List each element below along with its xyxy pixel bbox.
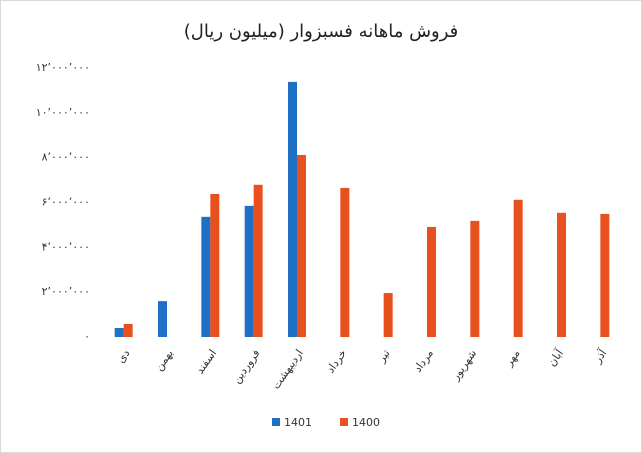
y-tick-label: ۱۰٬۰۰۰٬۰۰۰	[36, 106, 90, 119]
y-tick-label: ۲٬۰۰۰٬۰۰۰	[42, 285, 90, 298]
legend-label: 1400	[352, 416, 380, 429]
bar	[158, 301, 167, 337]
bar	[123, 323, 133, 337]
y-tick-label: ۸٬۰۰۰٬۰۰۰	[42, 151, 90, 164]
y-tick-label: ۶٬۰۰۰٬۰۰۰	[42, 196, 90, 209]
bar	[340, 187, 350, 337]
y-tick-label: ۱۲٬۰۰۰٬۰۰۰	[36, 61, 90, 74]
bar	[600, 213, 610, 337]
bar	[383, 293, 393, 337]
bar	[114, 328, 124, 337]
bar	[297, 154, 306, 337]
legend-swatch	[340, 418, 348, 426]
bar	[244, 205, 254, 337]
y-tick-label: ۰	[84, 330, 90, 343]
chart-title: فروش ماهانه فسبزوار (میلیون ریال)	[184, 21, 459, 42]
bar	[288, 81, 297, 337]
x-tick-label: دی	[114, 347, 132, 366]
legend-label: 1401	[284, 416, 312, 429]
bar	[210, 193, 220, 337]
bar	[253, 184, 263, 337]
bar	[513, 199, 523, 337]
bar	[427, 226, 436, 337]
y-tick-label: ۴٬۰۰۰٬۰۰۰	[42, 240, 90, 253]
bar	[557, 212, 566, 337]
bar	[201, 216, 211, 337]
bar	[470, 220, 480, 337]
legend-swatch	[272, 418, 280, 426]
x-tick-label: تیر	[374, 347, 392, 365]
